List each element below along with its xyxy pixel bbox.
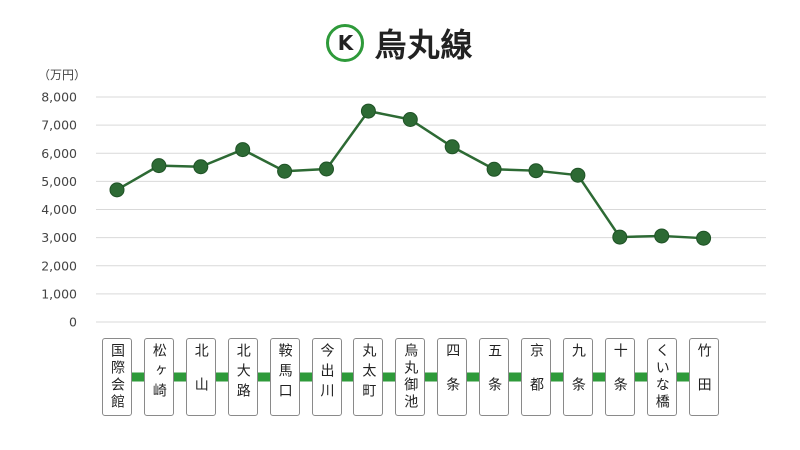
data-point: [109, 182, 125, 198]
data-point: [277, 163, 293, 179]
y-tick-label: 5,000: [41, 174, 77, 189]
x-tick-label: 松ヶ崎: [150, 343, 167, 403]
station-box: 北山: [185, 338, 216, 416]
data-point: [235, 142, 251, 158]
station-box: 十条: [604, 338, 635, 416]
station-box: 松ヶ崎: [143, 338, 174, 416]
station-box: 北大路: [227, 338, 258, 416]
station-box: 烏丸御池: [395, 338, 426, 416]
data-point: [402, 112, 418, 127]
y-tick-label: 2,000: [41, 258, 77, 273]
station-box: 今出川: [311, 338, 342, 416]
x-tick-label: 北大路: [234, 343, 251, 403]
data-point: [151, 158, 167, 174]
x-tick-label: くいな橋: [653, 343, 670, 411]
x-tick-label: 五条: [486, 343, 503, 411]
chart-title: 烏丸線: [374, 26, 474, 64]
x-tick-label: 北山: [192, 343, 209, 411]
data-point: [360, 103, 376, 119]
station-box: 四条: [437, 338, 468, 416]
data-point: [570, 167, 586, 183]
y-axis-unit-label: （万円）: [38, 68, 87, 82]
data-point: [193, 159, 209, 175]
x-tick-label: 丸太町: [360, 343, 377, 403]
data-point: [444, 139, 460, 155]
station-box: 国際会館: [102, 338, 132, 416]
line-badge: K: [326, 24, 365, 62]
data-point: [696, 230, 712, 246]
station-box: 九条: [562, 338, 593, 416]
series-line: [116, 109, 704, 240]
title-group: K 烏丸線: [0, 18, 800, 68]
station-box: 竹田: [688, 338, 719, 416]
data-point: [654, 228, 670, 244]
x-tick-label: 竹田: [695, 343, 712, 411]
station-box: 鞍馬口: [269, 338, 300, 416]
line-badge-letter: K: [337, 31, 354, 55]
y-tick-label: 0: [69, 315, 77, 330]
station-box: 五条: [479, 338, 510, 416]
data-point: [612, 229, 628, 245]
y-tick-label: 7,000: [41, 118, 77, 133]
station-box: 丸太町: [353, 338, 384, 416]
x-tick-label: 烏丸御池: [402, 343, 419, 411]
y-tick-label: 3,000: [41, 230, 77, 245]
data-point: [319, 161, 334, 177]
x-tick-label: 四条: [444, 343, 461, 411]
x-tick-label: 九条: [569, 343, 586, 411]
x-tick-label: 今出川: [318, 343, 335, 403]
x-tick-label: 十条: [611, 343, 628, 411]
x-tick-label: 国際会館: [109, 343, 125, 411]
station-box: くいな橋: [646, 338, 677, 416]
x-tick-label: 鞍馬口: [276, 343, 293, 403]
data-point: [486, 161, 502, 177]
y-tick-label: 8,000: [41, 90, 77, 105]
y-tick-label: 1,000: [41, 286, 77, 301]
station-box: 京都: [521, 338, 551, 416]
y-tick-label: 6,000: [41, 146, 77, 161]
x-tick-label: 京都: [528, 343, 544, 411]
data-point: [528, 163, 544, 179]
y-tick-label: 4,000: [41, 202, 77, 217]
